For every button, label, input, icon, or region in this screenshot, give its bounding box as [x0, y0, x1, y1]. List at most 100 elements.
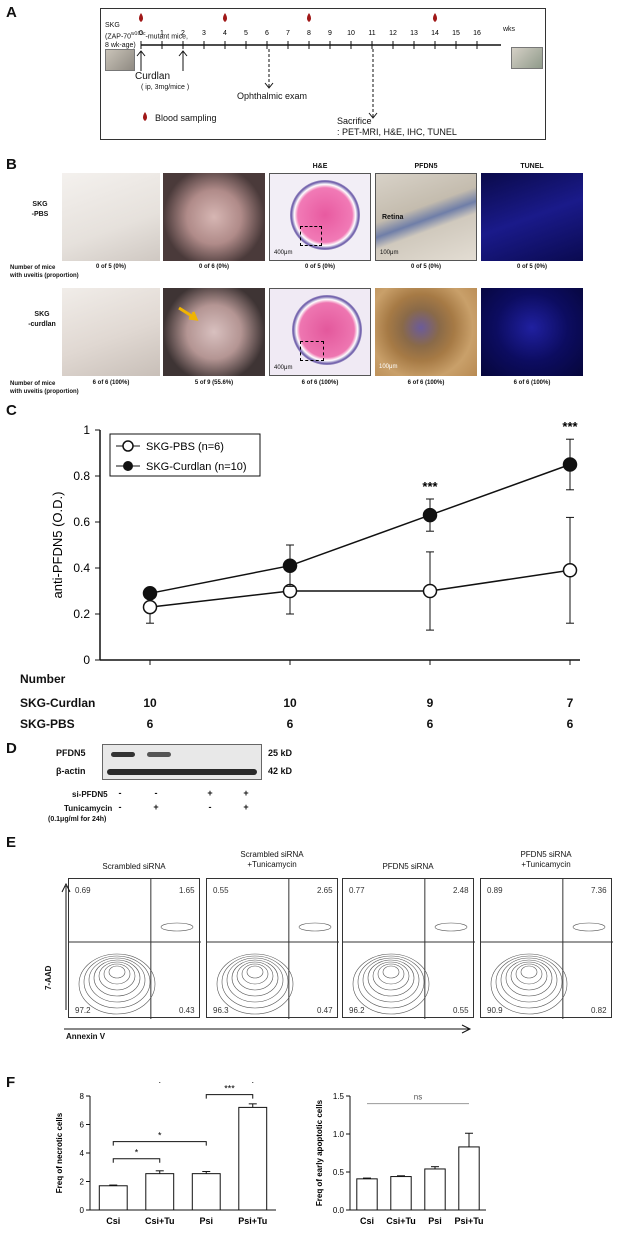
count-curdlan-pfdn5: 6 of 6 (100%) — [407, 380, 445, 386]
y-tick-label: 0 — [83, 653, 90, 667]
y-tick-label: 0.2 — [73, 607, 90, 621]
ophthalmic-arrowhead — [264, 82, 274, 89]
week-label: 0 — [139, 30, 143, 37]
panel-d-letter: D — [6, 740, 17, 757]
x-tick-label: Csi+Tu — [145, 1216, 175, 1226]
week-label: 1 — [160, 30, 164, 37]
curdlan-count: 10 — [143, 696, 157, 710]
y-axis-label: anti-PFDN5 (O.D.) — [50, 492, 65, 599]
y-tick-label: 1.0 — [333, 1130, 345, 1139]
contour-ring — [108, 965, 126, 979]
count-pbs-eye: 0 of 6 (0%) — [198, 264, 229, 270]
blood-legend-drop — [143, 112, 147, 121]
flow-contour-svg: 0.77 2.48 96.2 0.55 — [343, 879, 475, 1019]
contour-ring — [88, 957, 146, 1003]
flow-title-2: +Tunicamycin — [521, 860, 571, 869]
he-inset-box-curdlan — [300, 341, 324, 361]
panel-e-letter: E — [6, 834, 17, 851]
contour-ring — [382, 965, 400, 979]
tu-sign: - — [208, 802, 212, 812]
count-pbs-tunel: 0 of 5 (0%) — [516, 264, 547, 270]
flow-title-1: Scrambled siRNA — [102, 862, 166, 871]
yaxis-arrow-icon — [61, 882, 71, 1010]
contour-ring — [357, 955, 425, 1009]
blood-sampling-label: Blood sampling — [155, 113, 217, 123]
contour-ring — [495, 955, 563, 1009]
pbs-count: 6 — [286, 717, 294, 731]
count-pbs-pfdn5: 0 of 5 (0%) — [410, 264, 441, 270]
contour-ring-upper — [572, 922, 606, 932]
row1-label-2: -PBS — [31, 211, 49, 218]
significance-label: * — [135, 1148, 139, 1158]
blood-drop-icon — [223, 13, 227, 22]
row1-label: SKG -PBS — [20, 200, 60, 220]
quadrant-value: 96.3 — [213, 1006, 229, 1015]
week-label: 14 — [431, 30, 439, 37]
flow-plot: 0.69 1.65 97.2 0.43 — [68, 878, 201, 1019]
contour-ring — [98, 961, 136, 991]
contour-ring — [367, 959, 415, 997]
week-label: 9 — [328, 30, 332, 37]
week-label: 12 — [389, 30, 397, 37]
contour-ring — [520, 965, 538, 979]
series-line — [149, 463, 571, 595]
series-line — [149, 569, 571, 608]
si-sign: + — [243, 788, 249, 798]
count-curdlan-eye: 5 of 9 (55.6%) — [194, 380, 234, 386]
curdlan-dose: ( ip, 3mg/mice ) — [141, 84, 190, 91]
timeline-ticks: 0 1 2 3 4 5 6 7 8 9 10 11 12 13 14 15 16 — [139, 30, 481, 49]
significance-label: *** — [562, 419, 578, 434]
eye-photo-curdlan — [163, 288, 265, 376]
y-tick-label: 1.5 — [333, 1092, 345, 1101]
week-label: 8 — [307, 30, 311, 37]
count-label-row1: Number of mice with uveitis (proportion) — [10, 264, 79, 280]
band-pfdn5-lane1 — [111, 752, 135, 757]
bar — [98, 1185, 128, 1211]
sacrifice-arrowhead — [368, 112, 378, 119]
blood-drop-icon — [433, 13, 437, 22]
count-label-2b: with uveitis (proportion) — [10, 389, 79, 395]
bar — [424, 1168, 446, 1211]
col-tunel: TUNEL — [520, 163, 544, 170]
data-point — [142, 586, 158, 601]
pfdn5-image-pbs: Retina 100μm — [375, 173, 477, 261]
flow-plot: 0.89 7.36 90.9 0.82 — [480, 878, 613, 1019]
yaxis-7aad: 7-AAD — [44, 965, 53, 990]
model-line3: 8 wk-age) — [105, 42, 136, 50]
week-label: 13 — [410, 30, 418, 37]
col-he: H&E — [312, 163, 328, 170]
x-tick-label: Psi — [199, 1216, 213, 1226]
contour-ring-upper — [434, 922, 468, 932]
row2-label: SKG -curdlan — [20, 310, 64, 330]
week-label: 3 — [202, 30, 206, 37]
quadrant-value: 97.2 — [75, 1006, 91, 1015]
contour-ring — [246, 965, 264, 979]
contour-ring — [377, 963, 405, 985]
mouse-photo-curdlan — [62, 288, 160, 376]
week-label: 7 — [286, 30, 290, 37]
flow-title-1: Scrambled siRNA — [240, 850, 304, 859]
y-tick-label: 0 — [80, 1206, 85, 1215]
model-line2b: -mutant mice, — [145, 33, 188, 41]
flow-plot-title: PFDN5 siRNA — [342, 862, 474, 872]
contour-ring — [103, 963, 131, 985]
significance-bracket — [205, 1094, 254, 1099]
count-pbs-he: 0 of 5 (0%) — [304, 264, 335, 270]
y-tick-label: 4 — [80, 1149, 85, 1158]
count-curdlan-he: 6 of 6 (100%) — [301, 380, 339, 386]
row2-label-1: SKG — [34, 311, 50, 318]
week-label: 6 — [265, 30, 269, 37]
contour-ring — [352, 953, 430, 1015]
kd-42: 42 kD — [268, 766, 293, 776]
contour-ring-upper — [160, 922, 194, 932]
pbs-count: 6 — [426, 717, 434, 731]
contour-ring — [93, 959, 141, 997]
flow-plot-title: PFDN5 siRNA +Tunicamycin — [480, 850, 612, 870]
line-chart-svg: 00.20.40.60.810w4w8w14wanti-PFDN5 (O.D.)… — [50, 419, 580, 667]
row-curdlan-label: SKG-Curdlan — [20, 696, 96, 710]
bar — [145, 1173, 175, 1211]
retina-label: Retina — [382, 214, 404, 221]
blood-drop-icon — [139, 13, 143, 22]
curdlan-label: Curdlan — [135, 71, 171, 82]
